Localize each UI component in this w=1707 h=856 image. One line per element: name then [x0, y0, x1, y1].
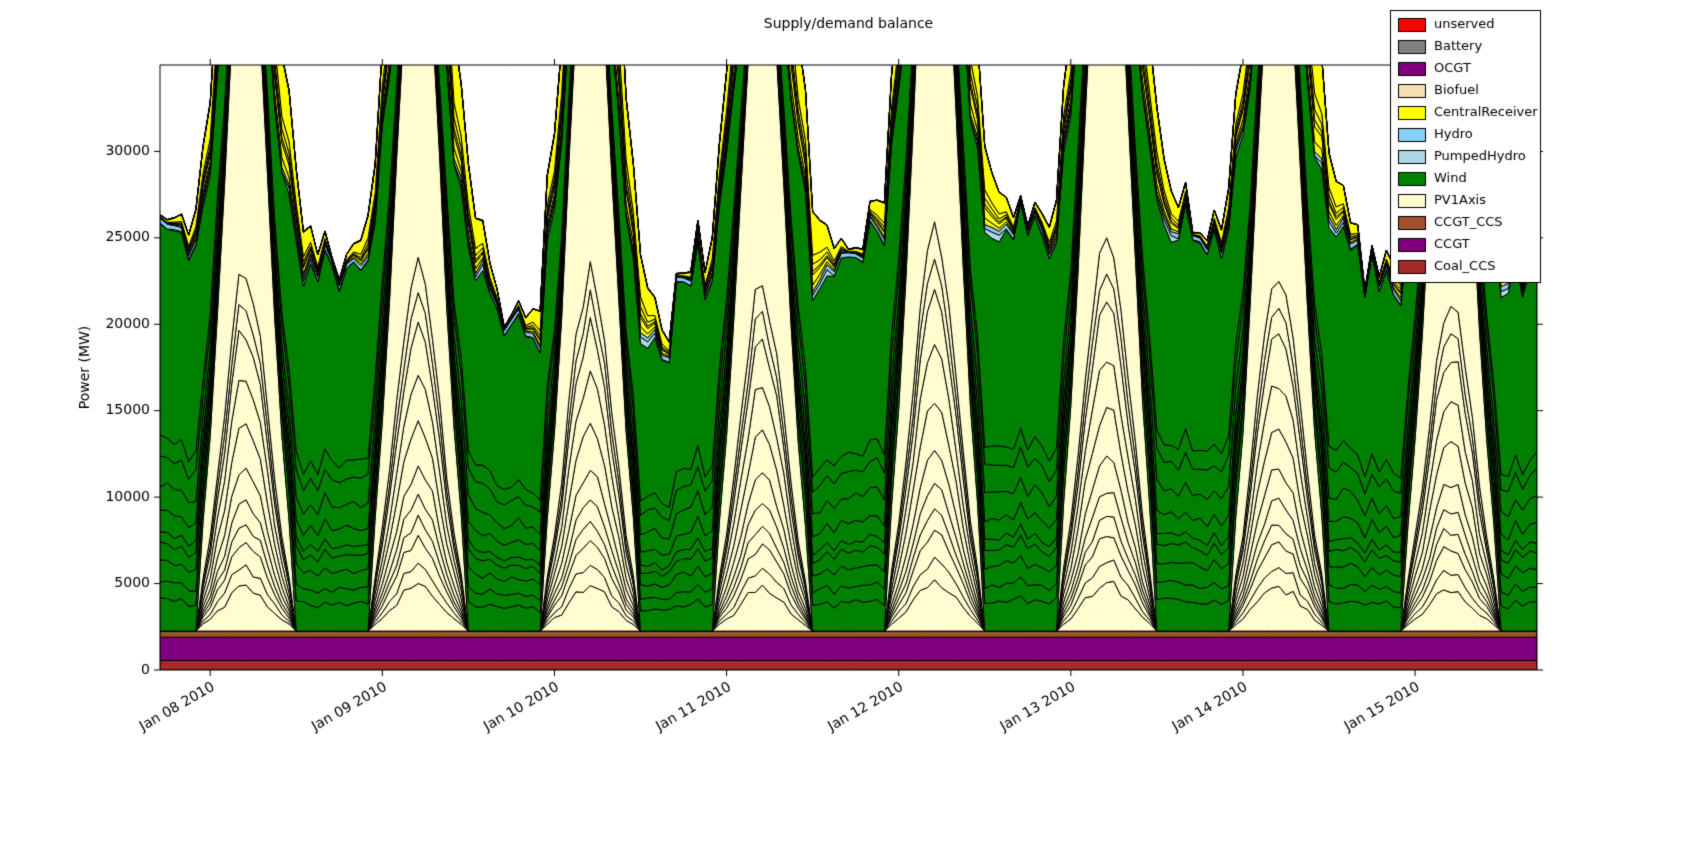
chart-container: Supply/demand balance Power (MW)	[0, 0, 1707, 856]
chart-canvas	[0, 0, 1707, 856]
